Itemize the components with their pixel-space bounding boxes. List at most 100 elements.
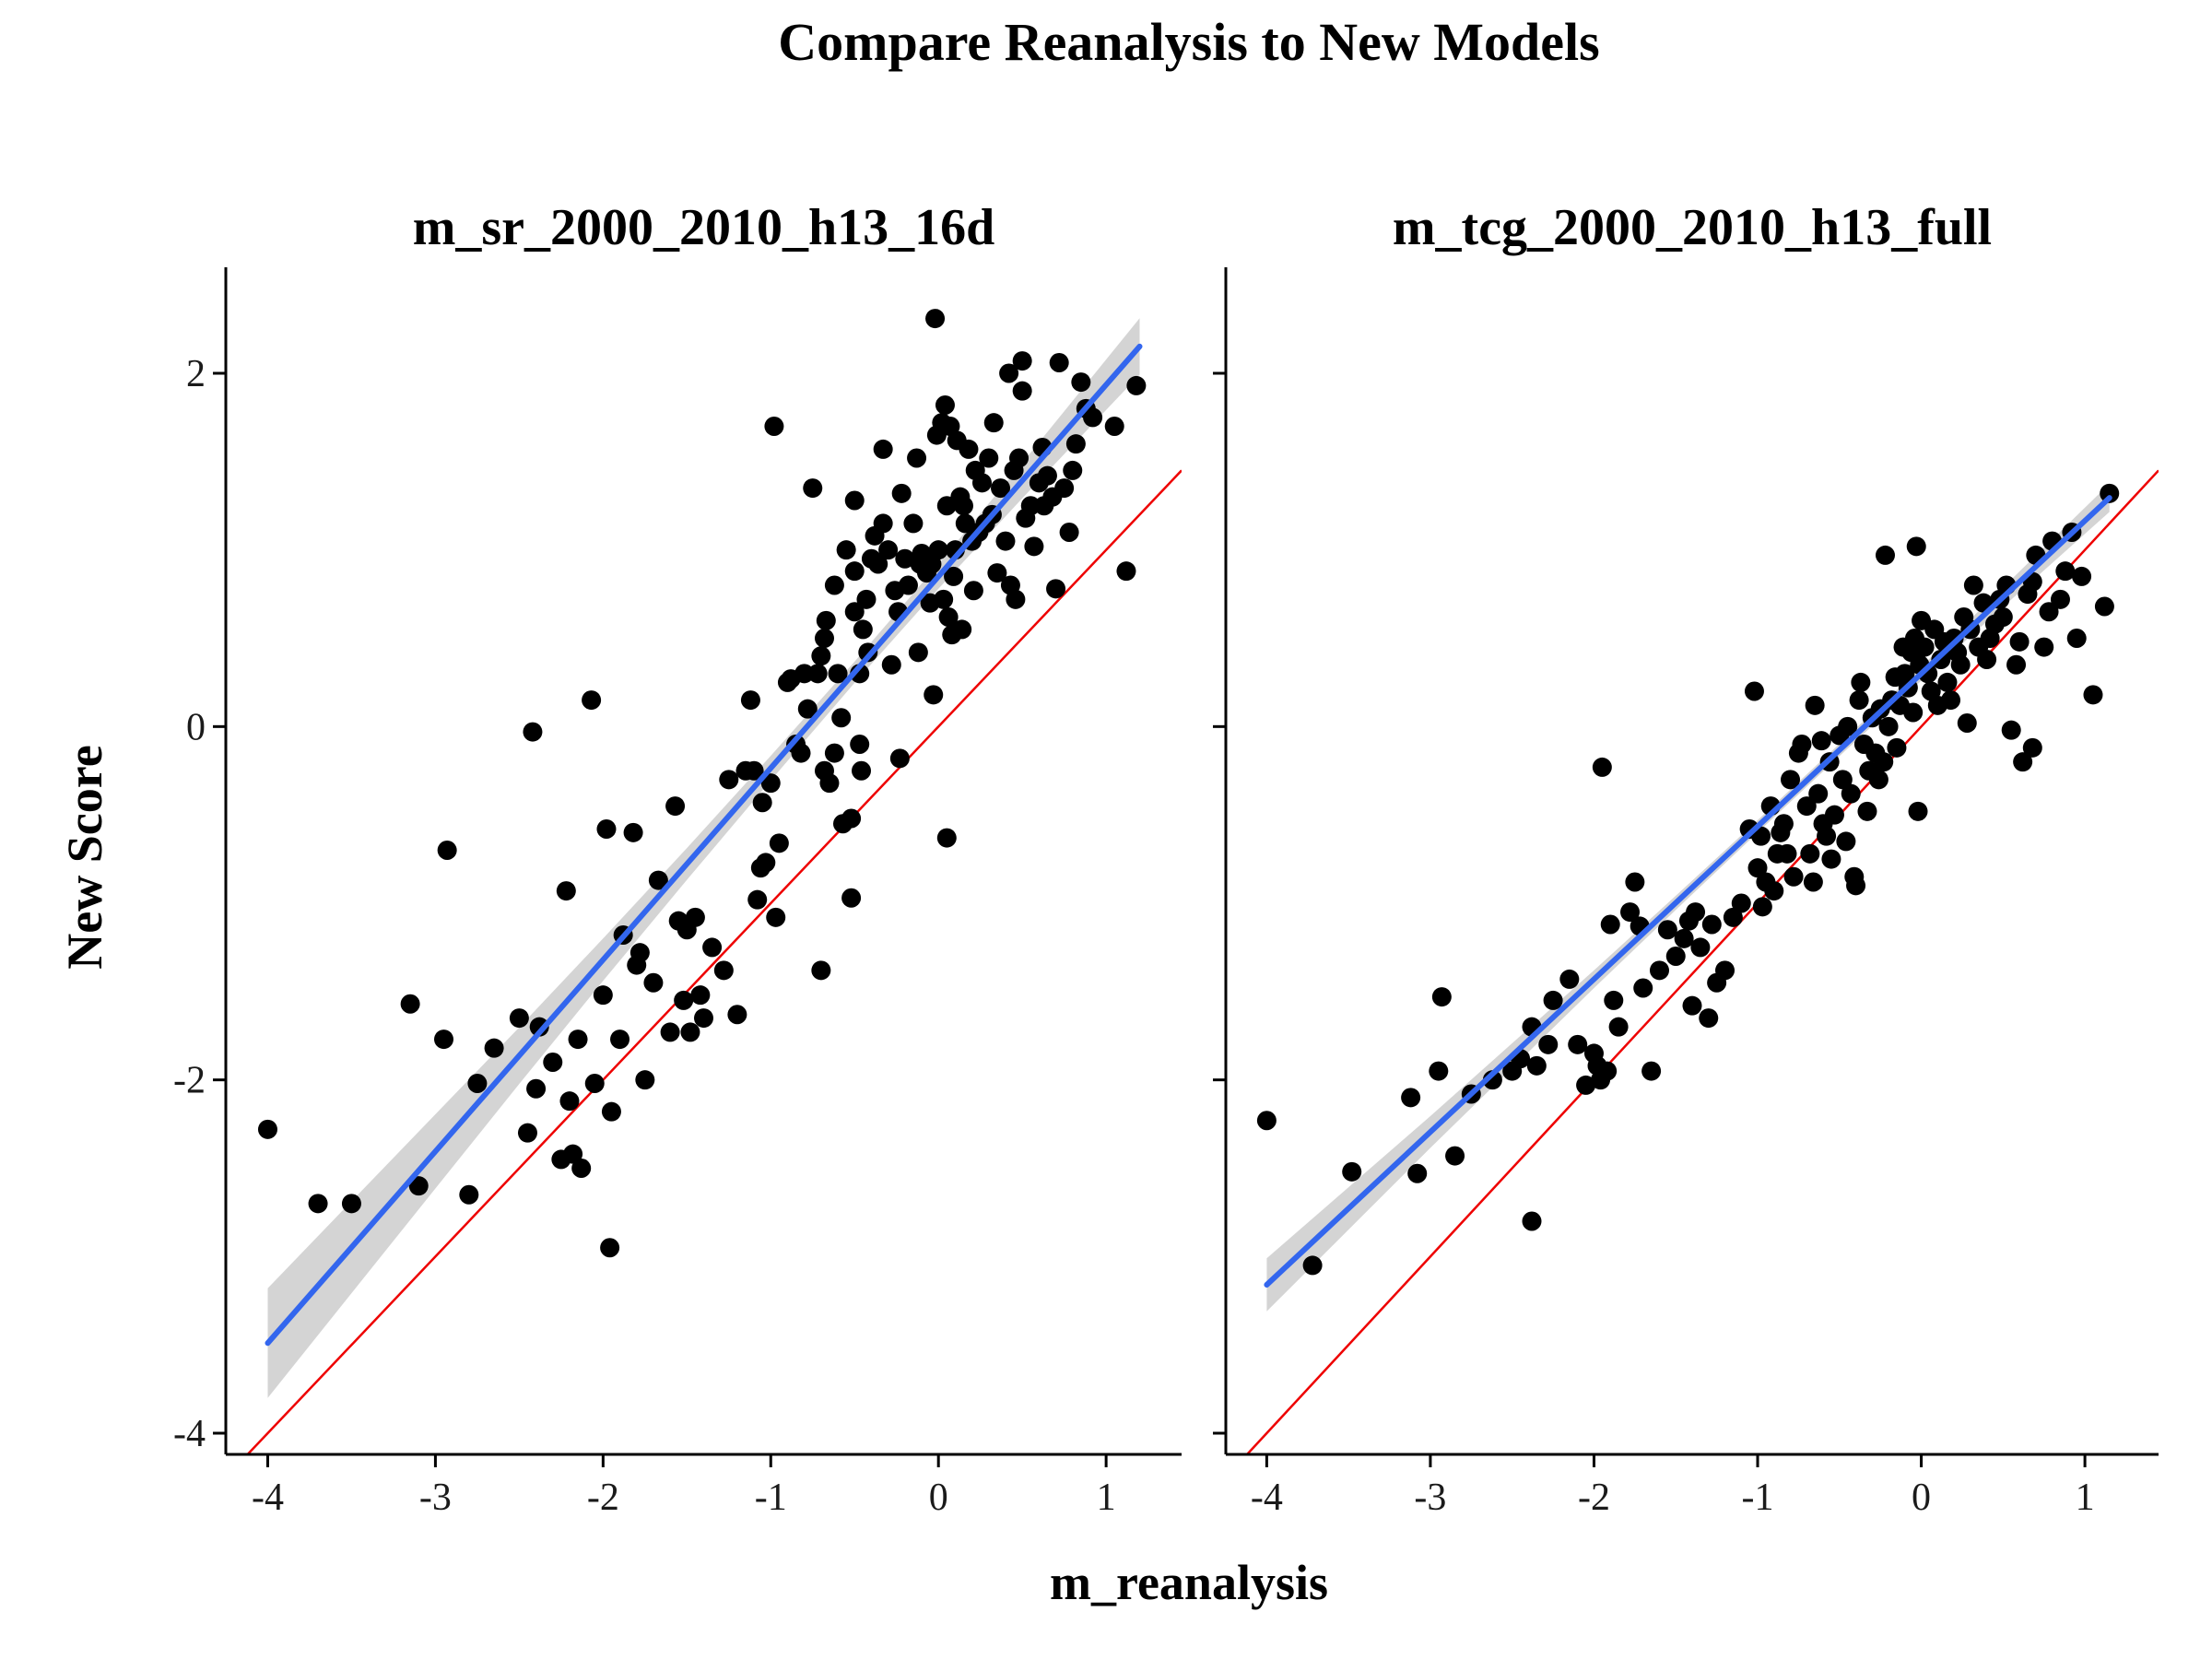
x-tick-label: -3 — [1414, 1477, 1446, 1519]
data-point — [1592, 757, 1612, 777]
data-point — [1020, 496, 1041, 516]
data-point — [959, 439, 979, 459]
x-tick-label: 0 — [929, 1477, 948, 1519]
data-point — [1625, 872, 1645, 892]
data-point — [841, 808, 862, 829]
data-point — [903, 513, 924, 534]
data-point — [1781, 770, 1801, 790]
data-point — [1868, 770, 1888, 790]
data-point — [601, 1101, 621, 1122]
data-point — [953, 496, 973, 516]
data-point — [873, 439, 893, 459]
data-point — [819, 773, 840, 794]
panel-title: m_sr_2000_2010_h13_16d — [413, 199, 995, 256]
data-point — [1851, 672, 1871, 692]
data-point — [1256, 1111, 1277, 1131]
x-tick-label: -4 — [1251, 1477, 1283, 1519]
data-point — [1977, 650, 1997, 669]
data-point — [794, 664, 815, 684]
data-point — [856, 589, 877, 609]
data-point — [760, 773, 781, 794]
data-point — [1752, 897, 1772, 917]
y-axis: -4 -2 0 2 — [173, 267, 228, 1455]
data-point — [1876, 545, 1896, 565]
data-point — [635, 1070, 655, 1090]
data-point — [803, 478, 823, 499]
data-point — [1731, 893, 1751, 913]
data-point — [1783, 866, 1804, 887]
y-tick-label: 2 — [186, 353, 206, 395]
data-point — [766, 907, 786, 927]
data-point — [828, 664, 848, 684]
data-point — [467, 1074, 488, 1093]
data-point — [719, 770, 739, 790]
data-point — [752, 793, 772, 813]
data-point — [1012, 381, 1032, 401]
data-point — [934, 589, 954, 609]
panel-2: m_tcg_2000_2010_h13_full -4 -3 -2 -1 0 1 — [1213, 199, 2159, 1519]
data-point — [1747, 858, 1768, 878]
data-point — [1037, 465, 1057, 486]
data-point — [1773, 814, 1794, 834]
y-axis-label: New Score — [57, 745, 112, 969]
data-point — [727, 1005, 747, 1025]
data-point — [881, 654, 901, 675]
data-point — [2022, 737, 2042, 758]
y-tick-label: 0 — [186, 706, 206, 748]
data-point — [1407, 1163, 1428, 1183]
data-point — [1817, 826, 1837, 846]
data-point — [1445, 1146, 1465, 1166]
data-point — [1849, 690, 1869, 711]
data-point — [2050, 589, 2070, 609]
data-point — [1941, 690, 1961, 711]
data-point — [850, 735, 870, 754]
data-point — [1046, 579, 1066, 599]
data-point — [983, 413, 1004, 433]
data-point — [1608, 1017, 1629, 1037]
data-point — [991, 478, 1011, 499]
data-point — [791, 743, 811, 763]
data-point — [1723, 907, 1743, 927]
data-point — [898, 575, 918, 595]
data-point — [1811, 731, 1831, 751]
data-point — [1937, 672, 1958, 692]
x-axis: -4 -3 -2 -1 0 1 — [226, 1453, 1182, 1519]
data-point — [797, 699, 818, 719]
data-point — [925, 309, 946, 329]
y-tick-label: -2 — [173, 1060, 206, 1102]
data-point — [1633, 978, 1653, 998]
data-point — [868, 554, 888, 574]
data-point — [1963, 575, 1983, 595]
data-point — [878, 540, 899, 560]
data-point — [341, 1194, 361, 1214]
data-point — [1715, 960, 1735, 981]
data-point — [2001, 720, 2021, 740]
data-point — [1024, 536, 1044, 557]
x-tick-label: -2 — [1578, 1477, 1610, 1519]
regression-line — [1264, 495, 2112, 1288]
data-point — [908, 642, 928, 663]
data-point — [873, 513, 893, 534]
data-point — [1931, 650, 1951, 669]
data-point — [963, 581, 983, 601]
data-point — [629, 943, 650, 963]
x-tick-label: -1 — [1742, 1477, 1774, 1519]
data-point — [1908, 801, 1928, 821]
data-point — [1874, 752, 1894, 772]
data-point — [1821, 849, 1841, 869]
data-point — [1302, 1255, 1323, 1276]
data-point — [1857, 801, 1877, 821]
data-point — [1649, 960, 1669, 981]
data-point — [987, 563, 1007, 583]
data-point — [543, 1053, 563, 1072]
data-point — [459, 1184, 479, 1205]
data-point — [1690, 937, 1711, 958]
data-point — [831, 708, 852, 728]
data-point — [1620, 902, 1641, 923]
data-point — [2039, 602, 2059, 622]
panel-title: m_tcg_2000_2010_h13_full — [1393, 199, 1992, 256]
data-point — [889, 748, 910, 769]
data-point — [1800, 843, 1820, 864]
identity-line — [1245, 469, 2159, 1454]
data-point — [1682, 995, 1702, 1016]
